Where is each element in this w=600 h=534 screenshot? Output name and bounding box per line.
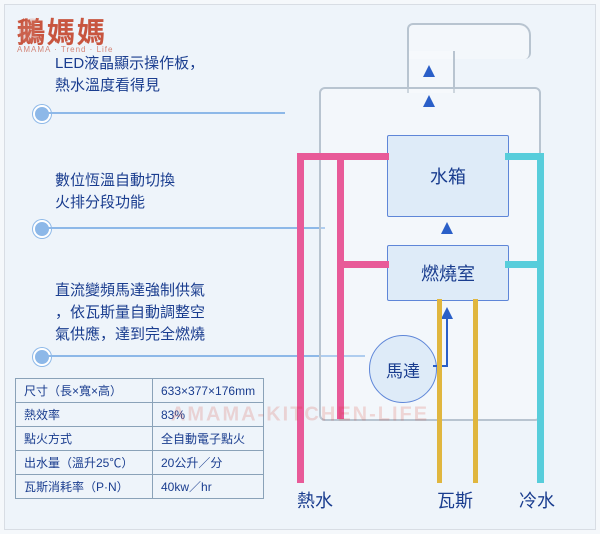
connector-line: [47, 112, 285, 114]
feature-bullet: [33, 220, 51, 238]
tank-box: 水箱: [387, 135, 509, 217]
label-cold: 冷水: [519, 487, 555, 513]
table-row: 熱效率83%: [16, 403, 264, 427]
feature-motor: 直流變頻馬達強制供氣 ，依瓦斯量自動調整空 氣供應，達到完全燃燒: [55, 280, 205, 345]
label-gas: 瓦斯: [437, 487, 473, 513]
heater-diagram: 水箱 燃燒室 馬達 熱水 瓦斯 冷水: [277, 15, 577, 525]
table-row: 出水量（溫升25℃）20公升／分: [16, 451, 264, 475]
feature-bullet: [33, 348, 51, 366]
spec-table: 尺寸（長×寬×高）633×377×176mm 熱效率83% 點火方式全自動電子點…: [15, 378, 264, 499]
label-hot: 熱水: [297, 487, 333, 513]
feature-bullet: [33, 105, 51, 123]
burner-box: 燃燒室: [387, 245, 509, 301]
table-row: 尺寸（長×寬×高）633×377×176mm: [16, 379, 264, 403]
feature-led: LED液晶顯示操作板， 熱水溫度看得見: [55, 53, 204, 97]
motor-circle: 馬達: [369, 335, 437, 403]
spec-tbody: 尺寸（長×寬×高）633×377×176mm 熱效率83% 點火方式全自動電子點…: [16, 379, 264, 499]
table-row: 點火方式全自動電子點火: [16, 427, 264, 451]
feature-thermo: 數位恆溫自動切換 火排分段功能: [55, 170, 175, 214]
table-row: 瓦斯消耗率（P·N）40kw／hr: [16, 475, 264, 499]
